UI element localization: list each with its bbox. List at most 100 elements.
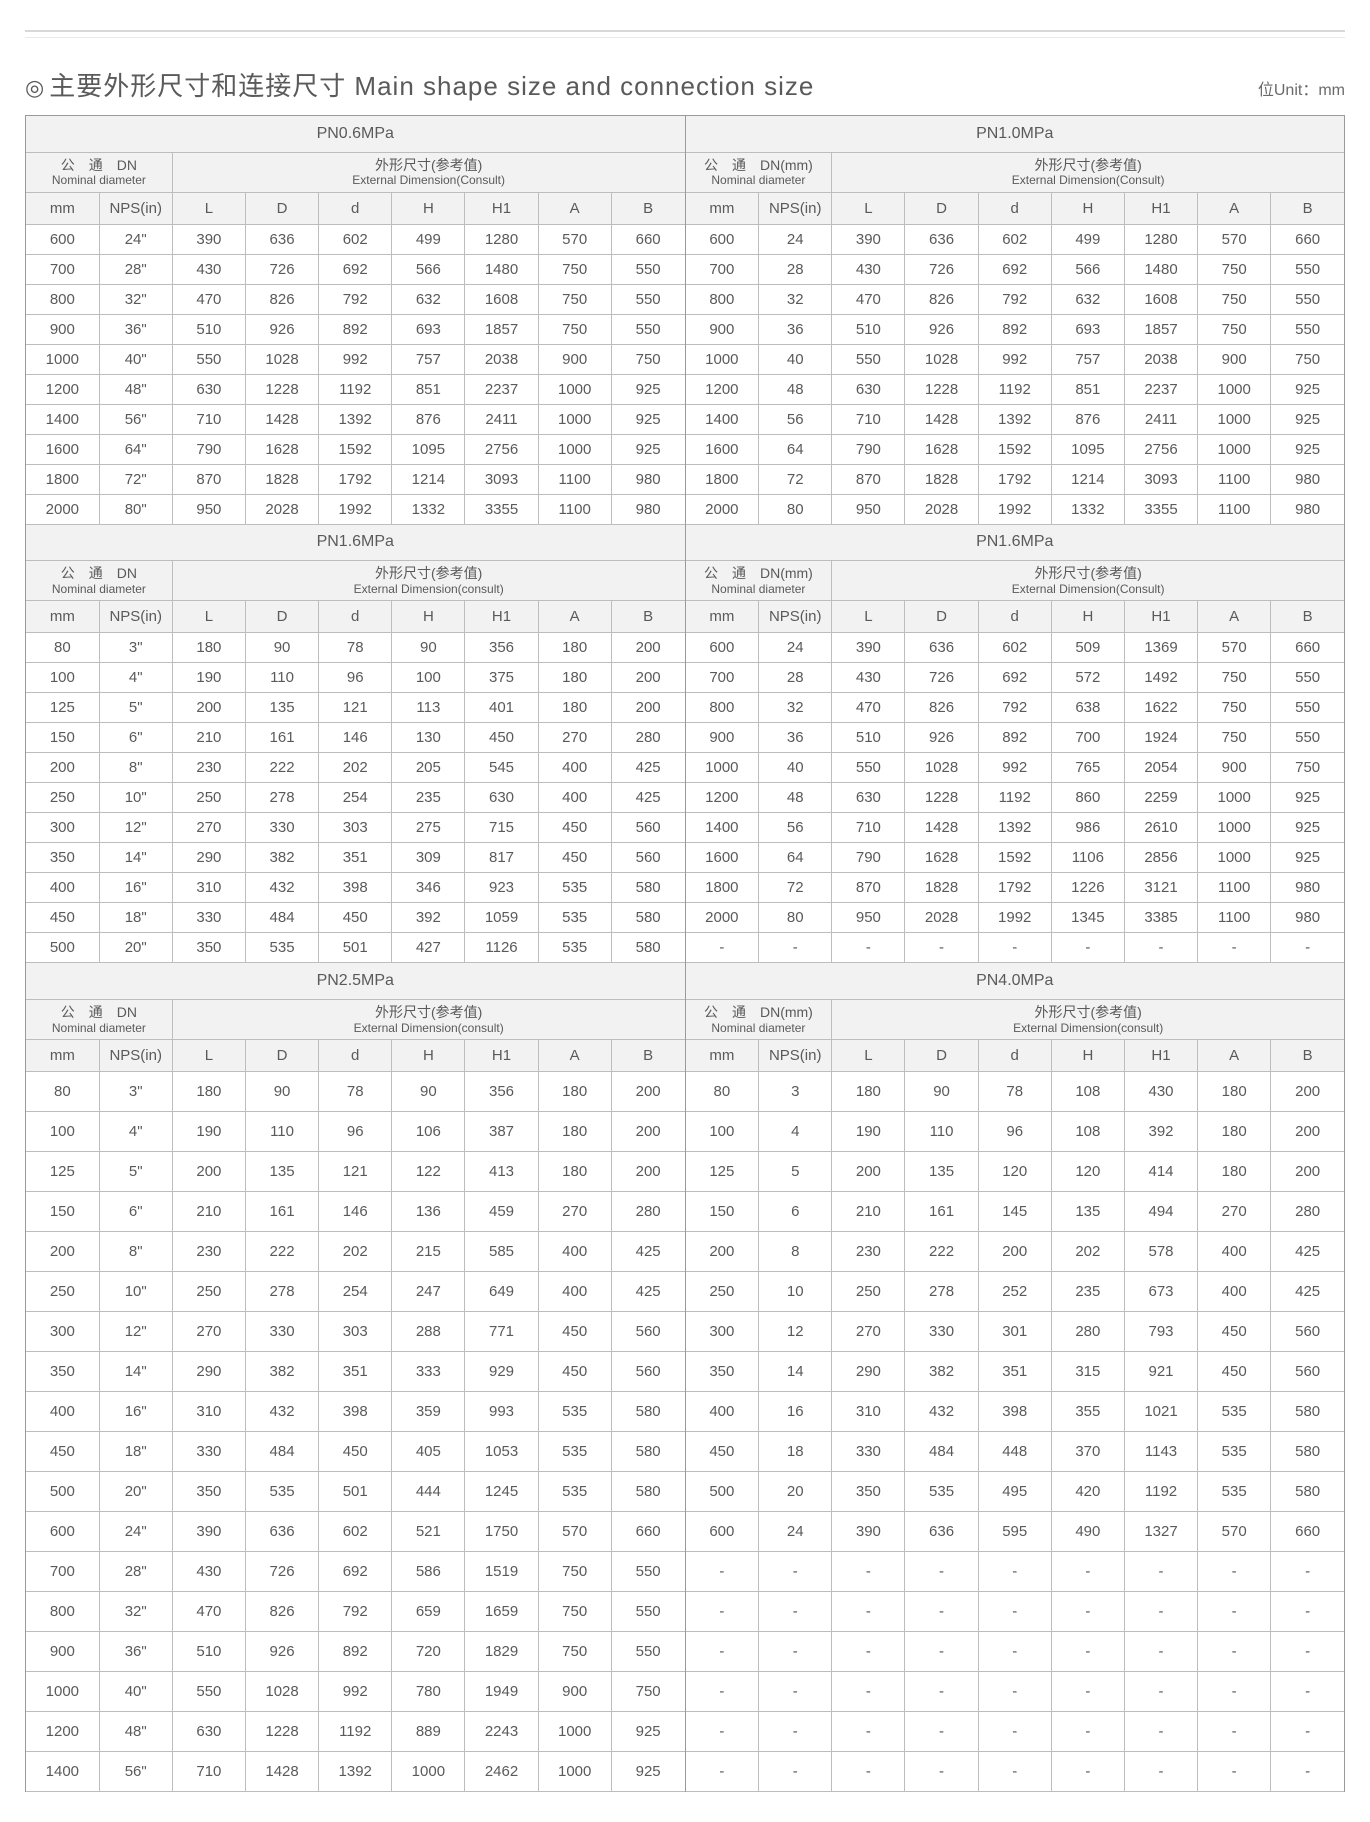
cell: 980 [611,464,684,494]
col-header: H [1051,192,1124,224]
table-row: 35014290382351315921450560 [686,1352,1345,1392]
cell: 387 [465,1112,538,1152]
cell: 900 [1198,344,1271,374]
cell: 494 [1124,1192,1197,1232]
cell: 1028 [245,1672,318,1712]
cell: 161 [245,723,318,753]
cell: 1592 [319,434,392,464]
cell: - [832,1752,905,1792]
tables-container: PN0.6MPa公 通 DNNominal diameter外形尺寸(参考值)E… [25,115,1345,1792]
cell: 1192 [319,374,392,404]
cell: 270 [1198,1192,1271,1232]
col-header: H1 [465,192,538,224]
cell: 5" [99,693,172,723]
cell: 459 [465,1192,538,1232]
cell: 125 [26,693,99,723]
cell: 200 [172,693,245,723]
cell: 900 [686,723,759,753]
dn-header: 公 通 DN(mm)Nominal diameter [686,999,832,1039]
cell: 600 [686,633,759,663]
col-header: A [538,1040,611,1072]
cell: 632 [1051,284,1124,314]
cell: - [1124,1632,1197,1672]
cell: 580 [1271,1472,1344,1512]
ext-header: 外形尺寸(参考值)External Dimension(Consult) [832,152,1344,192]
cell: 444 [392,1472,465,1512]
cell: 56" [99,1752,172,1792]
cell: 180 [172,1072,245,1112]
cell: 16 [759,1392,832,1432]
cell: 72 [759,464,832,494]
cell: 1095 [392,434,465,464]
cell: - [1198,1712,1271,1752]
col-header: L [172,192,245,224]
cell: 210 [172,1192,245,1232]
cell: 190 [172,663,245,693]
cell: 750 [1271,753,1344,783]
cell: 1192 [1124,1472,1197,1512]
cell: 925 [1271,843,1344,873]
col-header: NPS(in) [759,1040,832,1072]
cell: 535 [538,1392,611,1432]
cell: 420 [1051,1472,1124,1512]
cell: 80 [26,633,99,663]
table-panel: PN4.0MPa公 通 DN(mm)Nominal diameter外形尺寸(参… [686,963,1346,1792]
cell: 400 [686,1392,759,1432]
cell: 660 [611,1512,684,1552]
cell: 200 [832,1152,905,1192]
col-header: L [832,192,905,224]
cell: 432 [245,873,318,903]
cell: 535 [538,873,611,903]
cell: 200 [611,1112,684,1152]
cell: 1106 [1051,843,1124,873]
cell: 550 [611,254,684,284]
cell: - [686,1552,759,1592]
col-header: B [1271,1040,1344,1072]
col-header: B [611,1040,684,1072]
cell: 726 [905,663,978,693]
cell: - [1051,1552,1124,1592]
cell: - [686,1672,759,1712]
col-header: A [538,192,611,224]
cell: 923 [465,873,538,903]
cell: 48 [759,783,832,813]
cell: 632 [392,284,465,314]
cell: 136 [392,1192,465,1232]
cell: 235 [1051,1272,1124,1312]
table-row: 1506"210161146130450270280 [26,723,685,753]
cell: 3" [99,633,172,663]
cell: 24" [99,224,172,254]
table-row: 1506210161145135494270280 [686,1192,1345,1232]
cell: 432 [905,1392,978,1432]
cell: 40" [99,1672,172,1712]
cell: 700 [686,254,759,284]
cell: 400 [538,1232,611,1272]
cell: 1143 [1124,1432,1197,1472]
col-header: L [832,1040,905,1072]
cell: 390 [172,224,245,254]
cell: 1828 [245,464,318,494]
cell: 450 [1198,1352,1271,1392]
cell: 929 [465,1352,538,1392]
cell: 355 [1051,1392,1124,1432]
dimension-table: PN1.6MPa公 通 DN(mm)Nominal diameter外形尺寸(参… [686,525,1345,964]
table-row: 40016"310432398359993535580 [26,1392,685,1432]
cell: 48" [99,1712,172,1752]
cell: 993 [465,1392,538,1432]
cell: 602 [319,224,392,254]
cell: 535 [1198,1432,1271,1472]
cell: 14 [759,1352,832,1392]
cell: 499 [1051,224,1124,254]
cell: 3355 [1124,494,1197,524]
cell: 350 [172,933,245,963]
cell: - [686,1712,759,1752]
cell: 1828 [905,464,978,494]
col-header: d [319,1040,392,1072]
table-row: 100040"55010289927572038900750 [26,344,685,374]
cell: 108 [1051,1112,1124,1152]
col-header: mm [26,1040,99,1072]
col-header: D [245,192,318,224]
cell: 1192 [978,783,1051,813]
cell: - [1198,1552,1271,1592]
cell: - [1124,1592,1197,1632]
